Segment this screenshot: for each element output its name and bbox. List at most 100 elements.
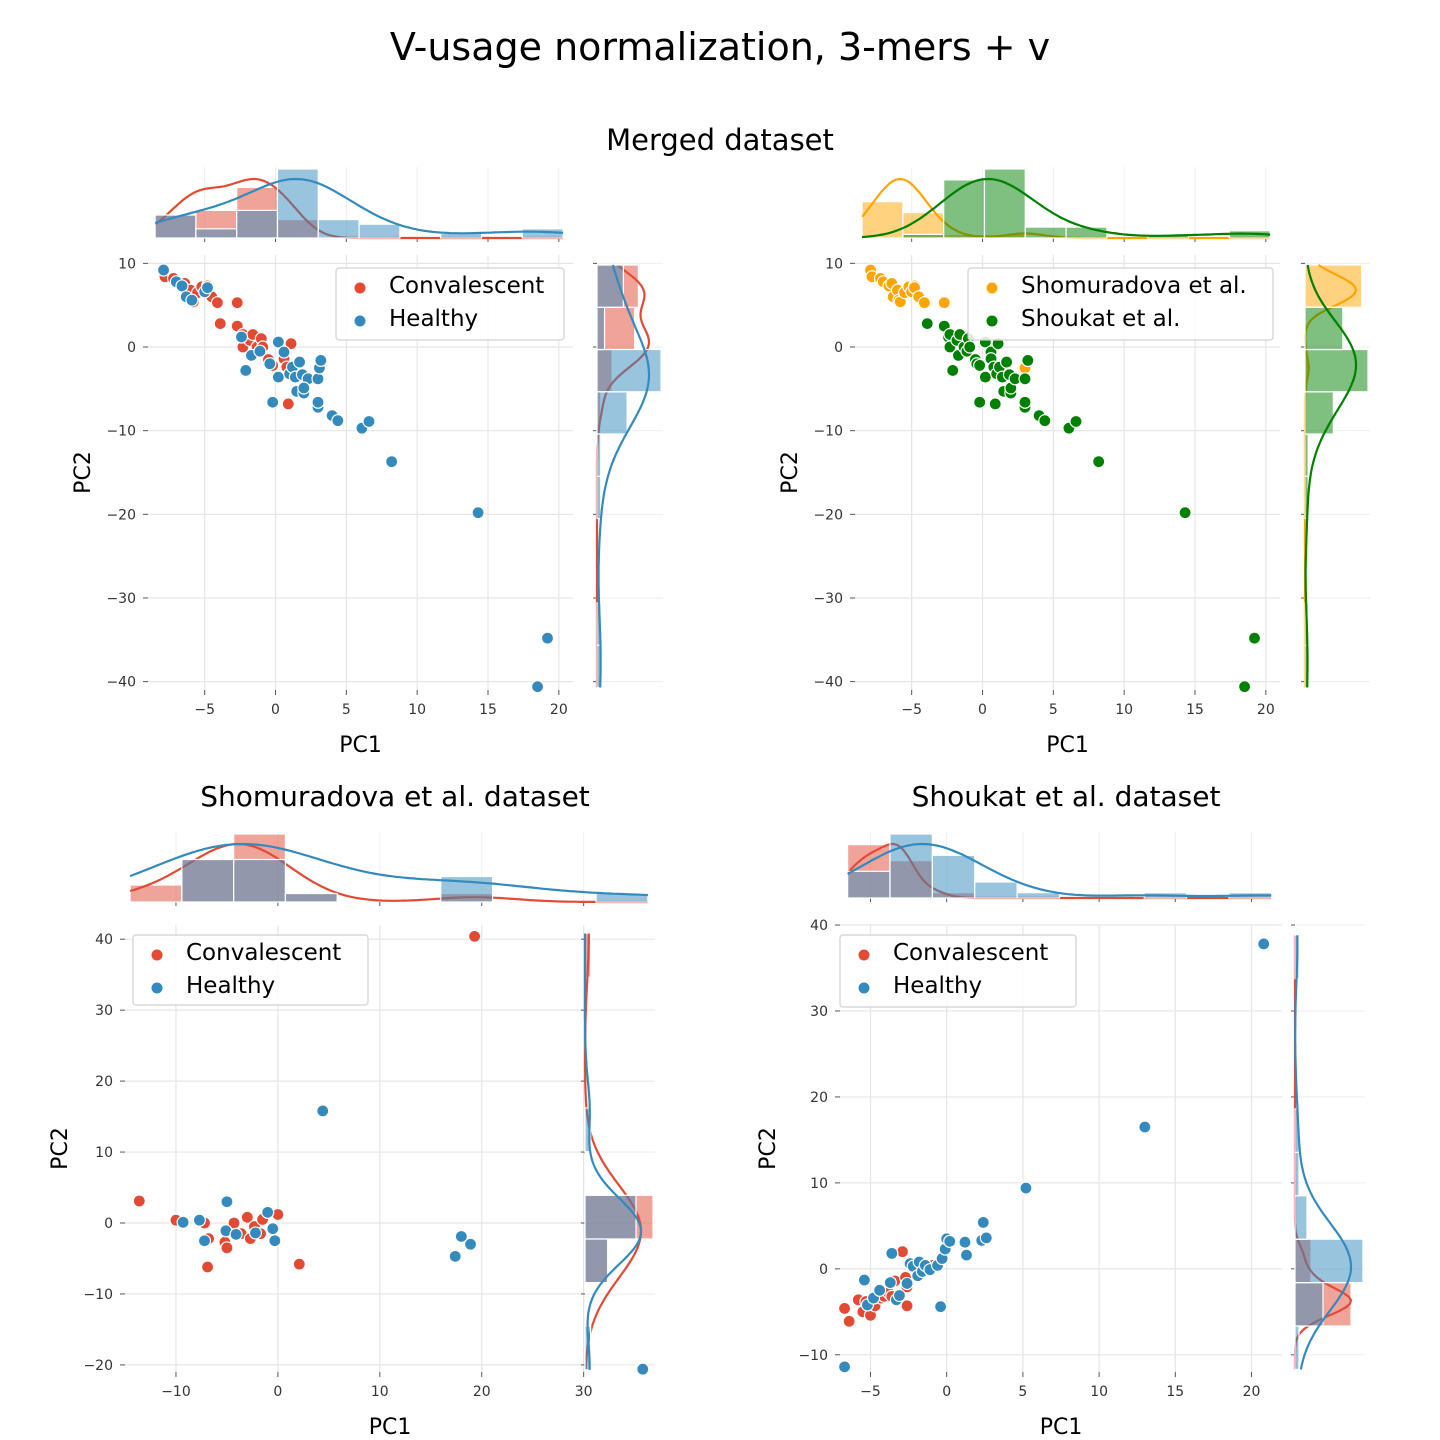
- top-hist-bar: [181, 858, 235, 903]
- right-hist-bar: [596, 433, 602, 477]
- right-hist-bar: [596, 348, 662, 393]
- top-kde-curve: [154, 177, 564, 235]
- scatter-point: [234, 330, 249, 344]
- y-tick-label: 10: [118, 256, 136, 272]
- scatter-point: [933, 1300, 948, 1314]
- legend-frame: [132, 934, 369, 1006]
- legend-label: Healthy: [186, 973, 275, 999]
- scatter-point: [1247, 631, 1262, 645]
- y-tick-label: −40: [106, 675, 136, 691]
- x-tick-label: 20: [550, 702, 568, 718]
- right-hist-bar: [1294, 1151, 1300, 1197]
- figure-title: V-usage normalization, 3-mers + v: [390, 25, 1050, 69]
- legend-marker: [985, 314, 999, 328]
- y-axis-label: PC2: [778, 451, 803, 494]
- x-tick-label: 0: [273, 1384, 282, 1400]
- right-hist-bar: [584, 1107, 592, 1153]
- scatter-point: [200, 1260, 215, 1274]
- scatter-point: [920, 316, 934, 331]
- scatter-point: [988, 397, 1002, 411]
- top-hist-bar: [521, 228, 564, 239]
- scatter-point: [963, 340, 977, 354]
- right-hist-bar: [1294, 1325, 1300, 1371]
- legend-marker: [857, 981, 871, 995]
- right-kde-curve: [1294, 935, 1353, 1370]
- scatter-point: [917, 296, 932, 310]
- scatter-point: [220, 1195, 234, 1209]
- legend-label: Convalescent: [893, 940, 1048, 966]
- scatter-point: [362, 414, 376, 429]
- scatter-point: [281, 397, 295, 411]
- scatter-point: [314, 353, 328, 368]
- scatter-point: [973, 358, 987, 373]
- x-tick-label: 20: [1257, 702, 1275, 718]
- right-hist-bar: [596, 306, 606, 351]
- y-tick-label: 0: [834, 340, 843, 356]
- x-tick-label: 10: [408, 702, 426, 718]
- y-tick-label: −40: [813, 675, 843, 691]
- legend: Convalescent Healthy: [132, 934, 369, 1006]
- top-hist-bar: [195, 228, 238, 239]
- x-tick-label: 10: [371, 1384, 389, 1400]
- right-kde-curve: [583, 933, 643, 1370]
- right-hist-bar: [1294, 1195, 1308, 1240]
- x-tick-label: 15: [1186, 702, 1204, 718]
- top-hist-bar: [1016, 892, 1061, 899]
- x-axis-label: PC1: [1046, 733, 1089, 758]
- scatter-point: [284, 337, 298, 351]
- legend-label: Shomuradova et al.: [1021, 273, 1247, 299]
- scatter-point: [1178, 506, 1192, 520]
- scatter-point: [900, 1276, 914, 1291]
- y-tick-label: 20: [810, 1090, 828, 1106]
- right-hist-bar: [596, 391, 628, 435]
- panel-title: Shomuradova et al. dataset: [200, 780, 590, 813]
- top-hist-bar: [1024, 226, 1067, 239]
- top-kde-curve: [862, 177, 1271, 239]
- scatter-point: [540, 631, 555, 645]
- y-tick-label: 10: [810, 1176, 828, 1192]
- x-tick-label: −10: [161, 1384, 191, 1400]
- y-tick-label: 10: [95, 1145, 113, 1161]
- scatter-point: [999, 355, 1014, 369]
- scatter-point: [200, 281, 215, 295]
- right-hist-bar: [1304, 391, 1334, 435]
- chart-panel-4: Shoukat et al. dataset −5 0 5 10 15 20 −10 0 10 20…: [756, 780, 1365, 1440]
- scatter-point: [311, 395, 325, 409]
- legend-label: Convalescent: [389, 273, 544, 299]
- scatter-point: [1257, 937, 1271, 951]
- legend-frame: [967, 267, 1274, 341]
- x-tick-label: 15: [479, 702, 497, 718]
- legend-label: Healthy: [389, 306, 478, 332]
- right-hist-bar: [1294, 1281, 1324, 1327]
- x-tick-label: 0: [271, 702, 280, 718]
- scatter-point: [185, 293, 199, 307]
- y-tick-label: 20: [95, 1074, 113, 1090]
- chart-panel-1: −5 0 5 10 15 20 −40 −30 −20 −10 0 10 PC1 PC2 Convalesc…: [71, 167, 663, 758]
- scatter-point: [292, 1257, 306, 1271]
- scatter-point: [277, 345, 291, 359]
- scatter-point: [463, 1237, 478, 1251]
- legend-marker: [150, 948, 164, 962]
- x-tick-label: 20: [473, 1384, 491, 1400]
- x-tick-label: −5: [901, 702, 922, 718]
- scatter-point: [1021, 353, 1035, 368]
- top-hist-bar: [902, 233, 945, 239]
- scatter-point: [454, 1229, 468, 1244]
- scatter-point: [900, 1299, 914, 1313]
- scatter-point: [958, 1235, 972, 1249]
- scatter-point: [292, 355, 307, 369]
- right-kde-curve: [1304, 264, 1358, 688]
- top-hist-bar: [847, 870, 891, 899]
- legend-marker: [353, 314, 367, 328]
- top-hist-bar: [931, 854, 976, 899]
- legend-frame: [839, 934, 1077, 1008]
- scatter-point: [210, 296, 225, 310]
- y-tick-label: 0: [819, 1262, 828, 1278]
- x-tick-label: 5: [1049, 702, 1058, 718]
- scatter-point: [1138, 1120, 1152, 1134]
- y-tick-label: 0: [127, 340, 136, 356]
- scatter-point: [261, 1205, 275, 1219]
- scatter-point: [979, 1231, 993, 1245]
- scatter-point: [311, 372, 325, 386]
- scatter-point: [263, 357, 277, 371]
